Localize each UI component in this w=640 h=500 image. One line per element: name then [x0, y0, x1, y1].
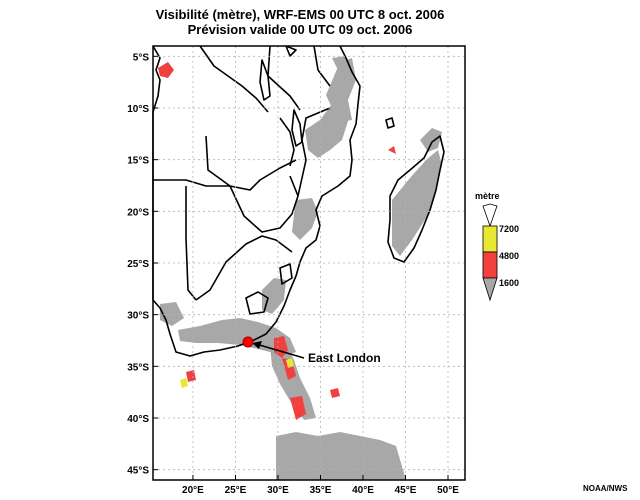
tick-label-lat: 5°S	[133, 52, 150, 63]
tick-label-lat: 10°S	[127, 104, 149, 115]
fog-red-plume-b	[290, 396, 306, 420]
tick-label-lat: 15°S	[127, 156, 149, 167]
east-london-marker: East London	[242, 336, 381, 365]
legend-label-4800: 4800	[499, 251, 520, 261]
tick-label-lon: 20°E	[182, 485, 204, 496]
visibility-fog-layer	[158, 56, 442, 480]
lake-malawi	[291, 109, 303, 147]
fog-area-tanzania	[330, 100, 352, 122]
border-south-africa-north	[195, 235, 293, 301]
axis-ticks: 20°E 25°E 30°E 35°E 40°E 45°E 50°E 5°S 10°S 15°S 2…	[127, 52, 459, 496]
legend-bottom-triangle	[482, 277, 498, 302]
coastline-and-borders	[152, 45, 445, 357]
fog-area-agulhas-plume	[270, 344, 316, 420]
marker-arrow-head	[252, 341, 262, 349]
fog-red-madagascar-ne	[388, 146, 396, 154]
tick-label-lon: 35°E	[310, 485, 332, 496]
fog-area-natal-coast	[262, 278, 286, 314]
swaziland-border	[279, 263, 293, 285]
legend-swatch-4800	[482, 251, 498, 279]
lake-tanganyika	[259, 59, 271, 101]
tick-label-lat: 45°S	[127, 466, 149, 477]
legend-label-7200: 7200	[499, 224, 520, 234]
tick-label-lat: 40°S	[127, 414, 149, 425]
tick-label-lon: 30°E	[267, 485, 289, 496]
tick-label-lon: 45°E	[395, 485, 417, 496]
border-zimbabwe	[229, 175, 299, 233]
credit-text: NOAA/NWS	[583, 484, 628, 493]
border-tanzania	[267, 45, 301, 111]
tick-label-lon: 40°E	[352, 485, 374, 496]
lesotho-border	[245, 291, 269, 315]
border-namibia-botswana	[185, 186, 197, 301]
border-congo	[199, 45, 269, 113]
tick-label-lat: 25°S	[127, 259, 149, 270]
legend-label-1600: 1600	[499, 278, 520, 288]
legend-title: mètre	[475, 191, 500, 201]
tick-label-lon: 50°E	[437, 485, 459, 496]
map-title-line1: Visibilité (mètre), WRF-EMS 00 UTC 8 oct…	[155, 7, 445, 22]
tick-label-lat: 35°S	[127, 362, 149, 373]
border-malawi	[279, 117, 295, 167]
fog-area-madagascar-north	[420, 128, 442, 152]
tick-label-lat: 30°S	[127, 311, 149, 322]
legend-top-triangle	[482, 203, 498, 228]
madagascar-coastline	[387, 135, 445, 263]
fog-red-cape-west	[186, 370, 196, 382]
legend-swatch-7200	[482, 225, 498, 253]
marker-arrow-line	[255, 343, 305, 359]
map-title-line2: Prévision valide 00 UTC 09 oct. 2006	[187, 22, 413, 37]
east-london-label: East London	[308, 351, 381, 365]
fog-red-ocean-se	[330, 388, 340, 398]
tick-label-lat: 20°S	[127, 207, 149, 218]
east-london-dot	[242, 336, 254, 348]
lat-lon-grid	[153, 46, 465, 480]
border-angola-south	[153, 179, 230, 187]
fog-area-kalahari-edge	[292, 198, 318, 240]
border-kenya	[313, 45, 331, 87]
tick-label-lon: 25°E	[225, 485, 247, 496]
fog-red-angola-nw	[158, 62, 174, 78]
fog-yellow-cape	[180, 378, 188, 388]
border-zambia	[205, 135, 297, 191]
fog-yellow-plume	[286, 358, 294, 368]
legend-color-bar	[482, 203, 498, 302]
fog-area-madagascar-east	[392, 150, 442, 256]
lake-victoria	[285, 45, 297, 57]
fog-area-antarctic-sea	[276, 432, 406, 480]
comoros-island	[385, 117, 395, 129]
